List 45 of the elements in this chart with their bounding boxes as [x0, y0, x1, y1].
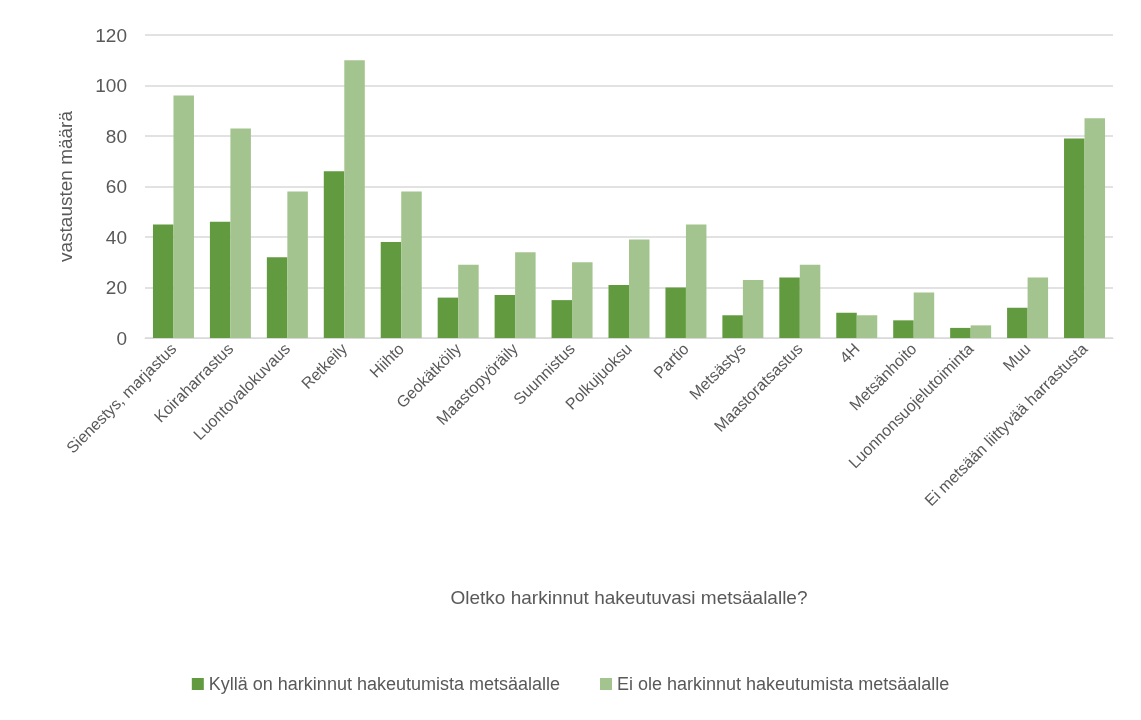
- bar: [1027, 277, 1049, 338]
- y-tick-label: 40: [105, 226, 127, 248]
- bar: [323, 171, 345, 338]
- bar: [799, 264, 821, 338]
- bar: [551, 300, 573, 338]
- y-tick-label: 120: [95, 24, 127, 46]
- bar: [779, 277, 800, 338]
- bar: [494, 295, 516, 338]
- y-axis-title: vastausten määrä: [55, 110, 76, 263]
- bar: [437, 297, 459, 338]
- y-tick-label: 0: [116, 327, 127, 349]
- bar: [209, 221, 231, 338]
- bar: [380, 242, 402, 338]
- bar: [722, 315, 743, 338]
- y-tick-label: 80: [105, 125, 127, 147]
- bar: [913, 292, 935, 338]
- bar: [742, 279, 764, 338]
- bar: [950, 327, 971, 338]
- bar: [629, 239, 650, 338]
- bar: [287, 191, 308, 338]
- bar: [230, 128, 251, 338]
- bar: [515, 252, 536, 338]
- bar: [344, 60, 365, 338]
- bar: [685, 224, 707, 338]
- bar: [1007, 307, 1028, 338]
- bar: [572, 262, 593, 338]
- bar: [665, 287, 686, 338]
- bar: [266, 257, 288, 338]
- x-axis-title: Oletko harkinnut hakeutuvasi metsäalalle?: [450, 587, 808, 608]
- bar: [401, 191, 422, 338]
- bar: [836, 312, 857, 338]
- bar: [970, 325, 992, 338]
- bar: [152, 224, 174, 338]
- bar: [458, 264, 479, 338]
- bar: [1064, 138, 1085, 338]
- legend-label: Ei ole harkinnut hakeutumista metsäalalle: [617, 674, 950, 694]
- bar: [173, 95, 194, 338]
- bar: [608, 284, 629, 338]
- y-tick-label: 100: [95, 75, 127, 96]
- bar: [1084, 118, 1106, 338]
- y-tick-label: 20: [105, 277, 127, 298]
- legend-label: Kyllä on harkinnut hakeutumista metsäalalle: [208, 674, 561, 694]
- bar: [856, 315, 878, 338]
- bar: [893, 320, 914, 338]
- y-tick-label: 60: [105, 176, 127, 197]
